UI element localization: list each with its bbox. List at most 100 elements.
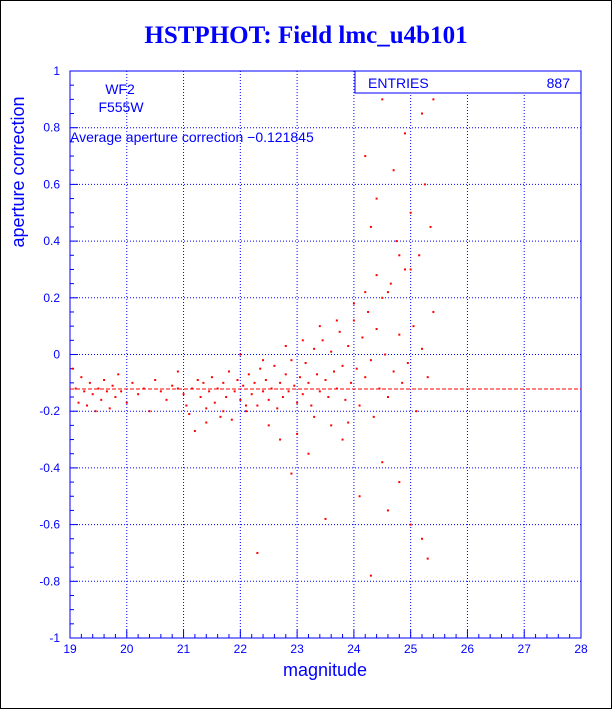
data-point	[381, 296, 384, 299]
y-tick-label: 0.4	[43, 234, 60, 248]
data-point	[318, 390, 321, 393]
y-tick-label: 0	[53, 348, 60, 362]
data-point	[330, 424, 333, 427]
data-point	[352, 319, 355, 322]
data-point	[202, 381, 205, 384]
data-point	[369, 359, 372, 362]
data-point	[159, 390, 162, 393]
data-point	[401, 381, 404, 384]
data-point	[125, 401, 128, 404]
data-point	[222, 381, 225, 384]
entries-label: ENTRIES	[368, 75, 429, 91]
x-tick-label: 28	[574, 642, 588, 656]
data-point	[381, 98, 384, 101]
data-point	[406, 362, 409, 365]
data-point	[267, 424, 270, 427]
data-point	[333, 370, 336, 373]
data-point	[97, 387, 100, 390]
data-point	[324, 517, 327, 520]
data-point	[213, 401, 216, 404]
data-point	[137, 393, 140, 396]
data-point	[216, 387, 219, 390]
data-point	[313, 347, 316, 350]
chart-title: HSTPHOT: Field lmc_u4b101	[144, 22, 468, 49]
axes	[69, 70, 582, 639]
data-point	[327, 396, 330, 399]
data-point	[256, 404, 259, 407]
data-point	[301, 393, 304, 396]
data-point	[245, 404, 248, 407]
data-point	[120, 390, 123, 393]
data-point	[230, 418, 233, 421]
data-point	[409, 211, 412, 214]
data-point	[86, 404, 89, 407]
entries-value: 887	[547, 75, 571, 91]
data-point	[409, 268, 412, 271]
data-point	[142, 387, 145, 390]
data-point	[361, 336, 364, 339]
y-tick-label: -0.8	[39, 574, 60, 588]
x-tick-label: 25	[404, 642, 418, 656]
y-tick-label: 0.2	[43, 291, 60, 305]
data-point	[296, 432, 299, 435]
data-point	[267, 398, 270, 401]
data-point	[341, 364, 344, 367]
data-point	[386, 291, 389, 294]
data-point	[182, 393, 185, 396]
data-point	[253, 381, 256, 384]
data-point	[395, 240, 398, 243]
data-point	[358, 495, 361, 498]
data-point	[330, 350, 333, 353]
data-point	[403, 268, 406, 271]
data-point	[421, 347, 424, 350]
data-point	[324, 379, 327, 382]
data-point	[304, 362, 307, 365]
data-point	[199, 396, 202, 399]
data-point	[154, 379, 157, 382]
data-point	[196, 379, 199, 382]
data-point	[91, 393, 94, 396]
data-point	[279, 438, 282, 441]
data-point	[403, 132, 406, 135]
data-point	[276, 407, 279, 410]
data-point	[77, 401, 80, 404]
data-point	[165, 398, 168, 401]
data-point	[310, 404, 313, 407]
data-point	[369, 574, 372, 577]
data-point	[375, 274, 378, 277]
data-point	[335, 387, 338, 390]
data-point	[347, 344, 350, 347]
data-point	[94, 410, 97, 413]
data-point	[210, 376, 213, 379]
data-point	[227, 370, 230, 373]
data-point	[341, 438, 344, 441]
data-point	[193, 430, 196, 433]
tick-labels: 19 20 21 22 23 24 25 26 27 28 -1 -0.8 -0.6 -0.4 -0.2 0 0…	[39, 64, 588, 656]
grid-lines	[69, 70, 582, 639]
data-point	[80, 376, 83, 379]
data-point	[290, 359, 293, 362]
x-tick-label: 23	[290, 642, 304, 656]
data-point	[219, 415, 222, 418]
data-point	[321, 339, 324, 342]
x-tick-label: 24	[347, 642, 361, 656]
x-tick-label: 20	[120, 642, 134, 656]
data-point	[335, 319, 338, 322]
data-point	[426, 557, 429, 560]
filter-label: F555W	[98, 99, 144, 115]
data-point	[131, 381, 134, 384]
data-point	[372, 415, 375, 418]
x-tick-label: 26	[461, 642, 475, 656]
data-point	[245, 410, 248, 413]
y-tick-label: -0.2	[39, 404, 60, 418]
data-point	[250, 393, 253, 396]
data-point	[315, 373, 318, 376]
data-point	[375, 327, 378, 330]
data-point	[290, 472, 293, 475]
x-tick-label: 27	[518, 642, 532, 656]
data-point	[364, 376, 367, 379]
data-point	[392, 169, 395, 172]
data-point	[239, 353, 242, 356]
data-point	[111, 384, 114, 387]
data-point	[355, 367, 358, 370]
